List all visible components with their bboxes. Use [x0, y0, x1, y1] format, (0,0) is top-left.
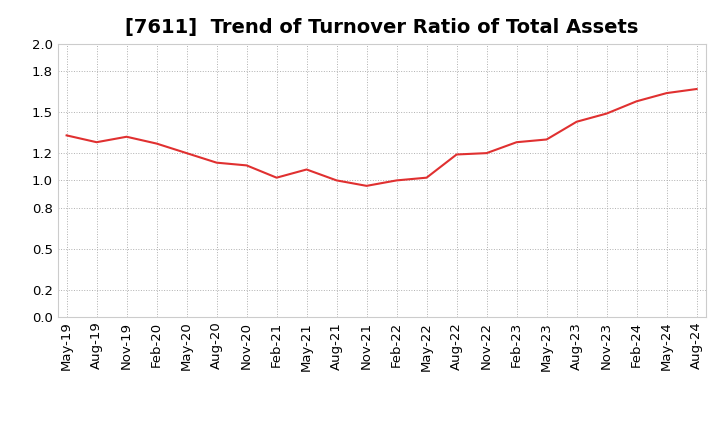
Title: [7611]  Trend of Turnover Ratio of Total Assets: [7611] Trend of Turnover Ratio of Total … — [125, 18, 639, 37]
